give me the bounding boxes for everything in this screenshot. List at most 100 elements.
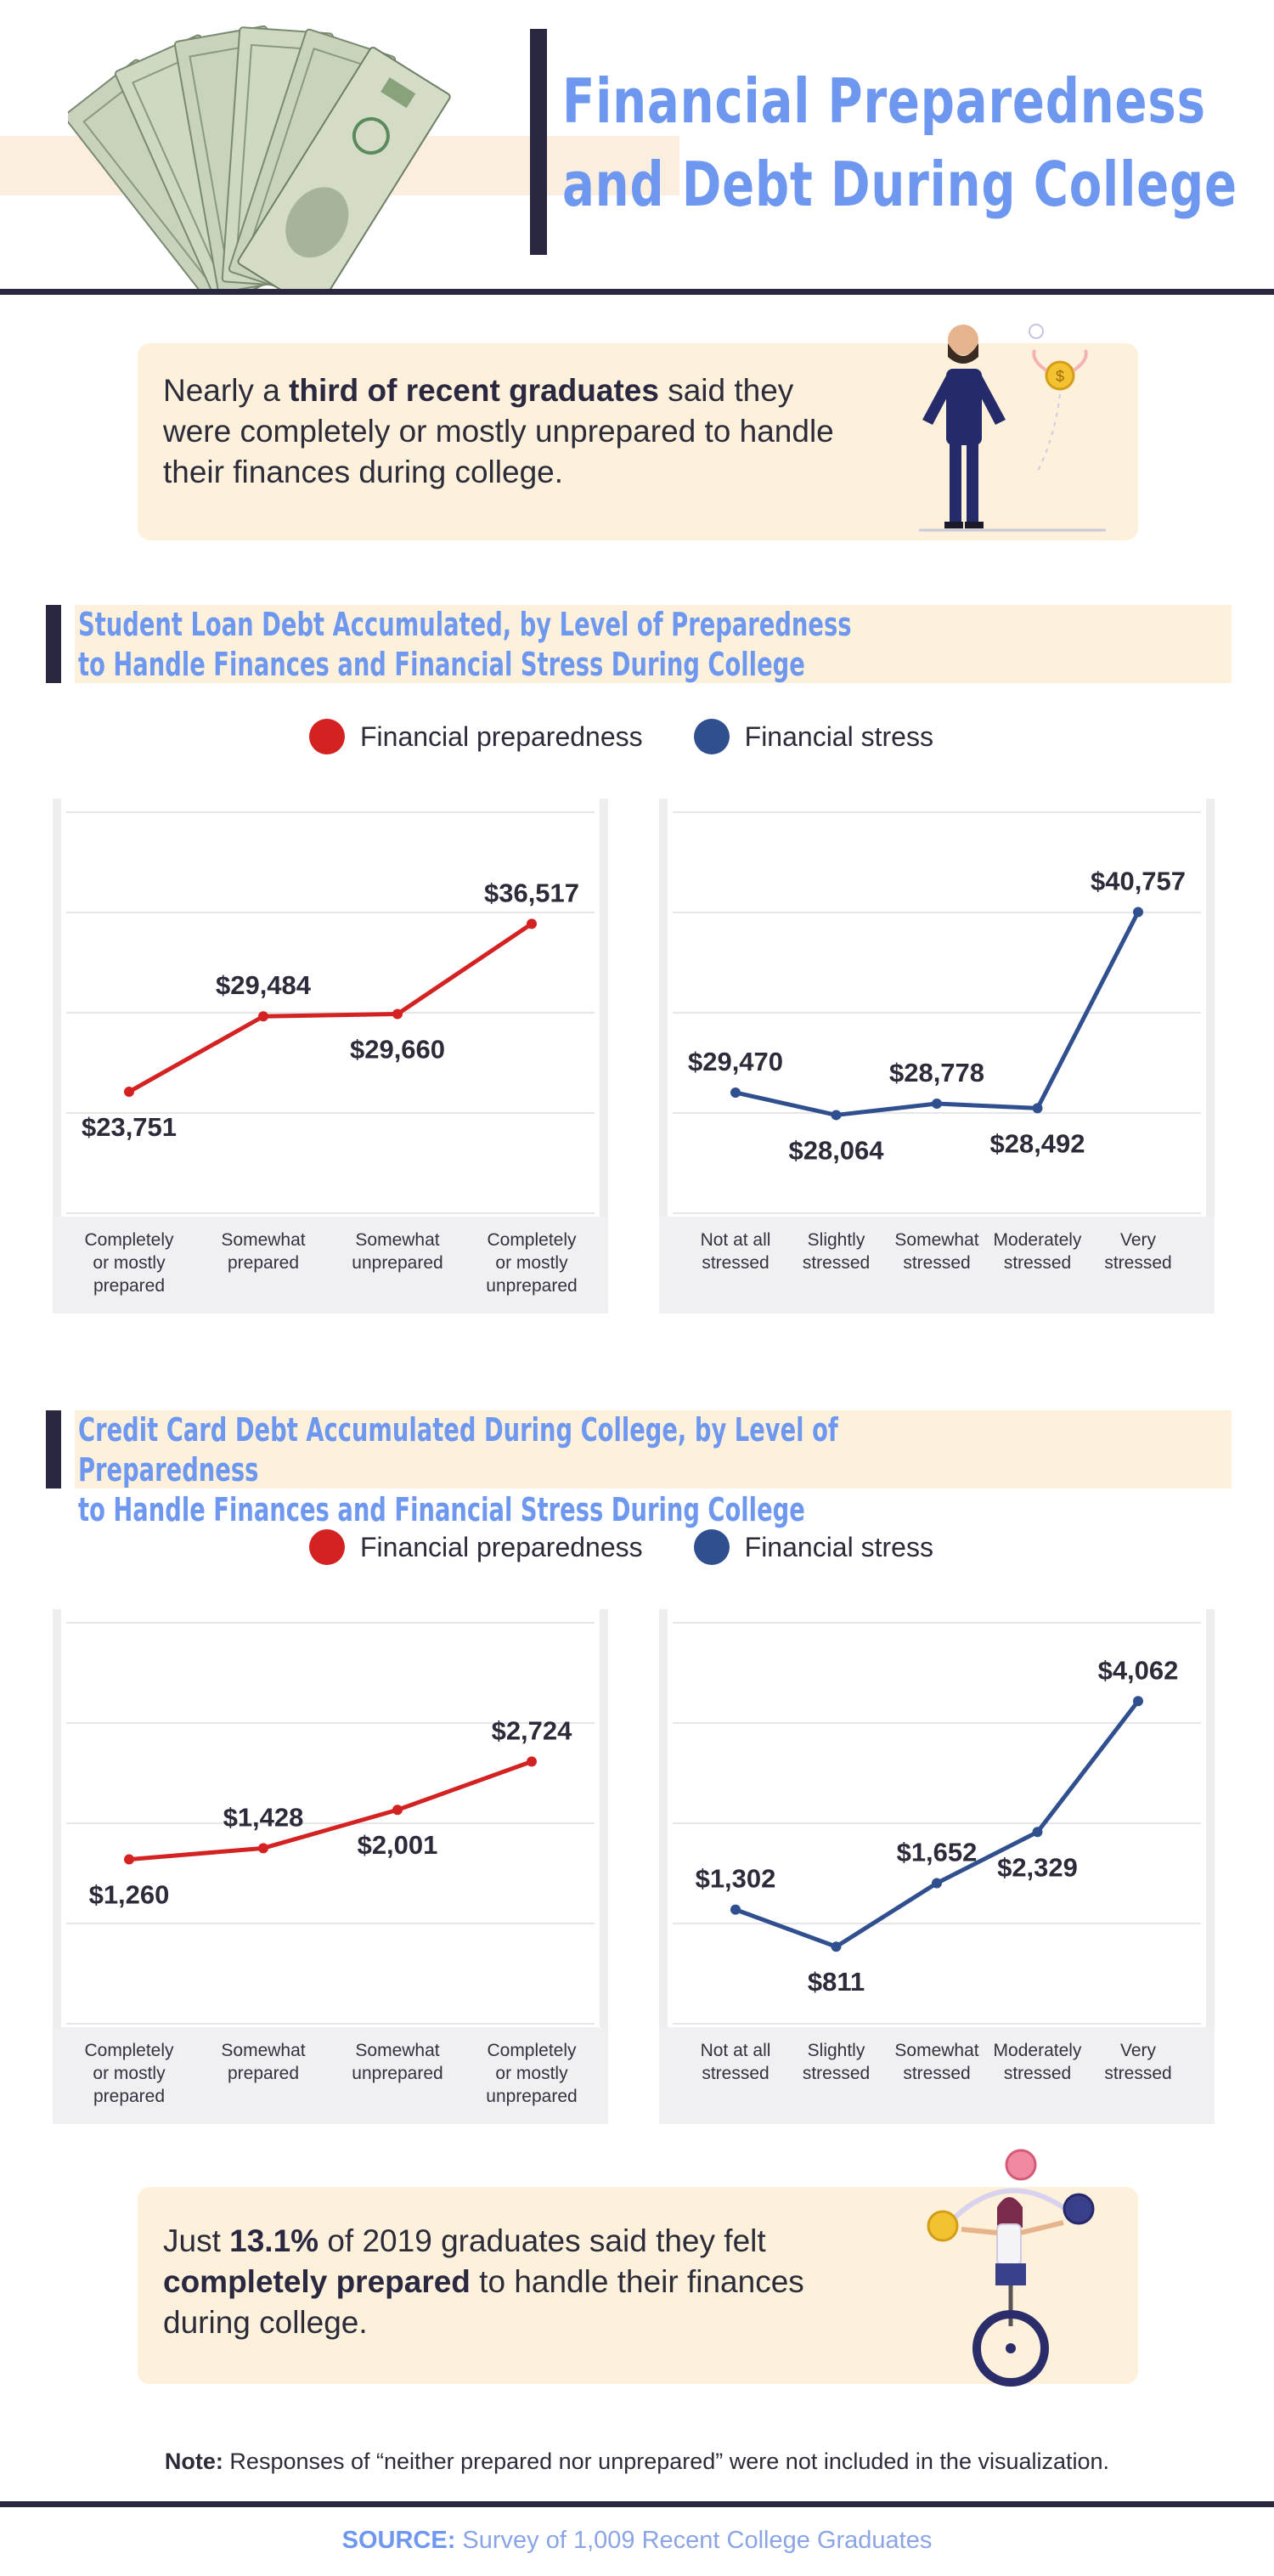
category-label: stressed (903, 2064, 970, 2083)
legend-item-stress-2: Financial stress (693, 1529, 933, 1565)
data-point (932, 1878, 942, 1889)
chart-plot-area (666, 1597, 1208, 2039)
data-point (392, 1805, 403, 1816)
category-label: or mostly (495, 1253, 568, 1273)
legend-item-stress: Financial stress (693, 719, 933, 754)
callout-bottom-highlight: completely prepared (163, 2264, 471, 2299)
legend-dot-blue-2 (693, 1529, 730, 1565)
data-label: $1,428 (223, 1802, 304, 1832)
data-point (124, 1854, 134, 1865)
chart-svg-2: $1,260 Completely or mostly prepared $1,428 S… (53, 1597, 608, 2124)
section1-title: Student Loan Debt Accumulated, by Level … (78, 606, 852, 683)
data-label: $4,062 (1098, 1655, 1179, 1685)
category-band (659, 2027, 1215, 2124)
title-accent-bar (530, 29, 547, 255)
chart-student-loan-preparedness: $23,751 Completely or mostly prepared $29,48… (53, 787, 608, 1313)
footnote-label: Note: (164, 2449, 223, 2474)
data-label: $1,260 (89, 1880, 170, 1910)
data-point (392, 1008, 403, 1020)
chart-side-shade-left (53, 799, 61, 1229)
data-label: $23,751 (82, 1112, 177, 1142)
legend-dot-red-2 (309, 1529, 345, 1565)
chart-plot-area (666, 787, 1208, 1229)
category-label: stressed (903, 1253, 970, 1273)
chart-side-shade-right (600, 1609, 608, 2039)
category-label: stressed (1004, 2064, 1071, 2083)
category-band (53, 2027, 608, 2124)
data-point (730, 1904, 741, 1915)
money-fan-illustration (68, 25, 451, 293)
category-label: Somewhat (894, 2041, 978, 2060)
legend-item-preparedness: Financial preparedness (309, 719, 643, 754)
callout-top-highlight: third of recent graduates (289, 373, 659, 408)
legend-item-preparedness-2: Financial preparedness (309, 1529, 643, 1565)
data-label: $28,064 (788, 1135, 884, 1165)
category-label: Slightly (808, 1230, 865, 1250)
category-label: unprepared (486, 2087, 577, 2106)
category-label: prepared (93, 1276, 165, 1296)
source-line: SOURCE: Survey of 1,009 Recent College G… (0, 2527, 1274, 2555)
page-title: Financial Preparedness and Debt During C… (562, 59, 1258, 226)
chart-credit-card-stress: $1,302 Not at all stressed $811 Slightly stre… (659, 1597, 1215, 2124)
data-label: $2,329 (997, 1852, 1078, 1882)
data-label: $1,652 (897, 1837, 978, 1867)
category-label: stressed (803, 2064, 870, 2083)
category-label: unprepared (486, 1276, 577, 1296)
category-label: Completely (487, 1230, 577, 1250)
data-point (258, 1843, 268, 1854)
category-label: Moderately (994, 1230, 1082, 1250)
chart-student-loan-stress: $29,470 Not at all stressed $28,064 Slightly… (659, 787, 1215, 1313)
data-label: $1,302 (696, 1864, 776, 1894)
category-label: Completely (84, 2041, 174, 2060)
legend-dot-red (309, 719, 345, 754)
footnote: Note: Responses of “neither prepared nor… (0, 2449, 1274, 2475)
chart-side-shade-right (1206, 1609, 1215, 2039)
section1-accent-bar (46, 605, 61, 683)
chart-svg-1: $29,470 Not at all stressed $28,064 Slightly… (659, 787, 1215, 1313)
data-point (527, 1756, 537, 1767)
data-label: $29,470 (688, 1047, 783, 1076)
chart-credit-card-preparedness: $1,260 Completely or mostly prepared $1,428 S… (53, 1597, 608, 2124)
chart-svg-3: $1,302 Not at all stressed $811 Slightly stre… (659, 1597, 1215, 2124)
chart-side-shade-left (53, 1609, 61, 2039)
data-point (124, 1087, 134, 1098)
category-label: stressed (702, 1253, 769, 1273)
chart-svg-0: $23,751 Completely or mostly prepared $29,48… (53, 787, 608, 1313)
data-point (1133, 1696, 1143, 1707)
category-label: Somewhat (894, 1230, 978, 1250)
category-label: Not at all (701, 1230, 771, 1250)
category-label: or mostly (93, 1253, 166, 1273)
category-label: or mostly (495, 2064, 568, 2083)
data-label: $28,778 (889, 1058, 984, 1087)
data-label: $2,001 (358, 1830, 438, 1860)
data-point (1032, 1103, 1043, 1114)
category-band (53, 1217, 608, 1313)
data-point (730, 1087, 741, 1098)
data-point (258, 1011, 268, 1022)
callout-top: Nearly a third of recent graduates said … (138, 324, 1138, 540)
section2-title-bg (75, 1410, 1232, 1489)
footer-divider (0, 2501, 1274, 2507)
category-label: Slightly (808, 2041, 865, 2060)
section1-title-bg (75, 605, 1232, 683)
category-label: Very (1120, 2041, 1157, 2060)
category-label: Somewhat (355, 2041, 439, 2060)
category-label: unprepared (352, 2064, 443, 2083)
data-point (1133, 907, 1143, 918)
source-text: Survey of 1,009 Recent College Graduates (455, 2527, 933, 2554)
chart-side-shade-right (1206, 799, 1215, 1229)
category-label: stressed (1104, 2064, 1171, 2083)
callout-bottom-text: Just 13.1% of 2019 graduates said they f… (163, 2223, 804, 2340)
category-label: prepared (228, 2064, 299, 2083)
category-label: stressed (1104, 1253, 1171, 1273)
data-label: $36,517 (484, 878, 579, 907)
data-label: $29,484 (216, 970, 312, 1000)
category-band (659, 1217, 1215, 1313)
category-label: Completely (84, 1230, 174, 1250)
category-label: stressed (702, 2064, 769, 2083)
businessman-illustration: $ (919, 324, 1106, 532)
title-line-1: Financial Preparedness (562, 65, 1206, 137)
data-point (831, 1110, 842, 1121)
data-point (527, 918, 537, 929)
category-label: Moderately (994, 2041, 1082, 2060)
